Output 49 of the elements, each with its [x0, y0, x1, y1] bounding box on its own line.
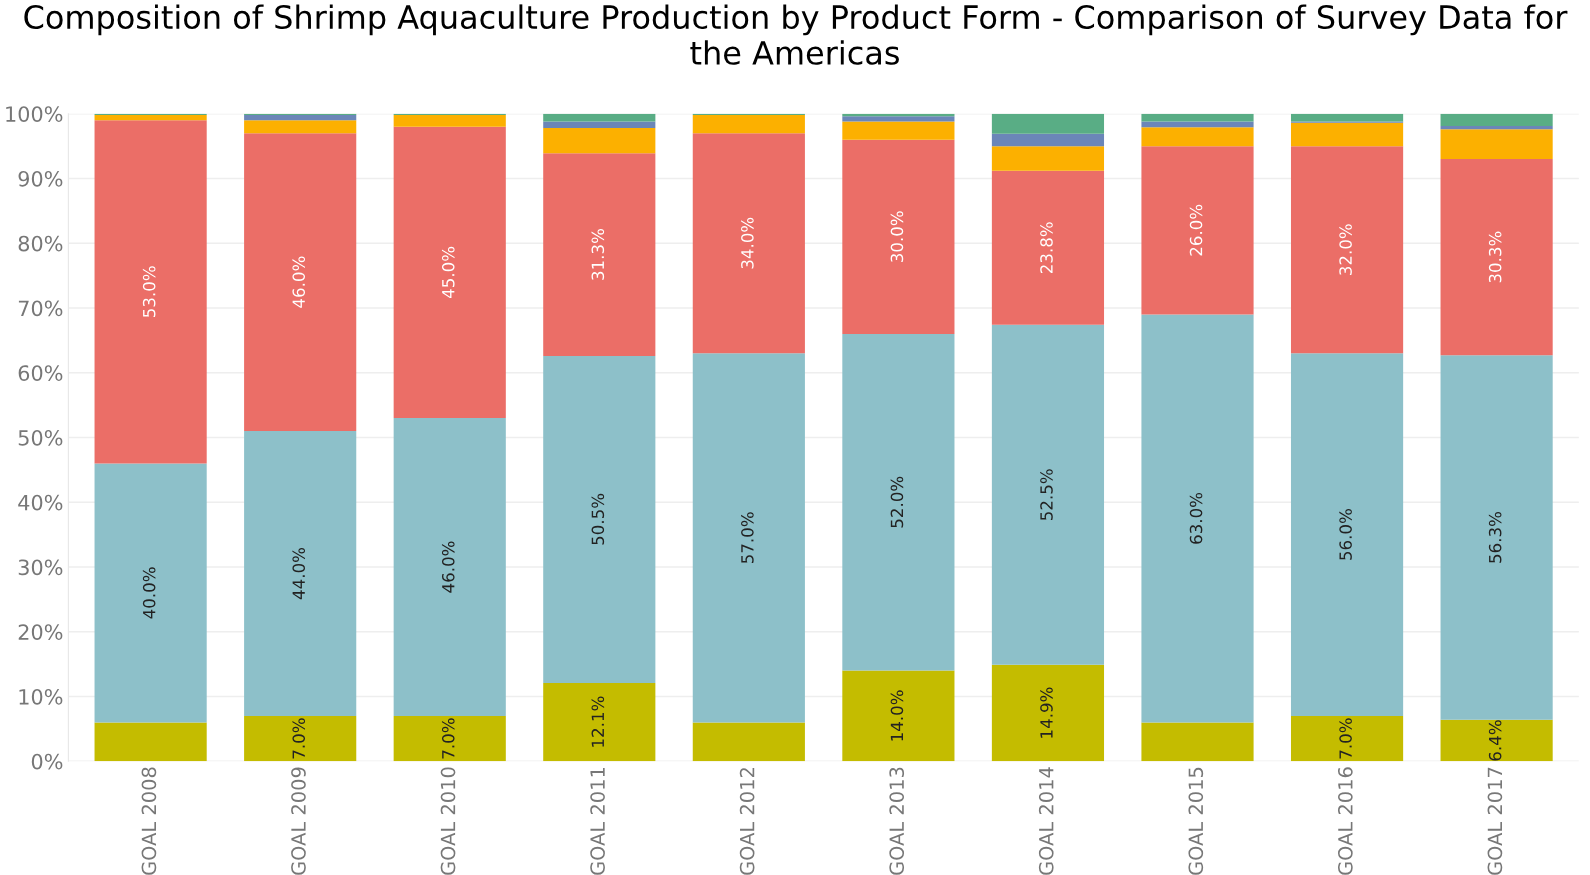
data-label: 63.0%: [1189, 492, 1203, 544]
data-label: 7.0%: [441, 718, 455, 759]
y-tick-label: 30%: [18, 559, 63, 576]
data-label: 52.0%: [890, 476, 904, 528]
x-tick-label: GOAL 2017: [1487, 767, 1503, 875]
data-label: 46.0%: [292, 256, 306, 308]
x-tick-label: GOAL 2016: [1337, 767, 1353, 875]
x-tick-label: GOAL 2008: [141, 767, 157, 875]
x-tick-label: GOAL 2015: [1188, 767, 1204, 875]
data-label: 30.0%: [890, 211, 904, 262]
x-tick-label: GOAL 2014: [1038, 767, 1054, 875]
x-tick-label: GOAL 2011: [590, 767, 605, 875]
y-tick-label: 10%: [19, 688, 63, 705]
data-label: 31.3%: [591, 229, 605, 280]
y-tick-label: 40%: [18, 494, 63, 511]
y-tick-label: 90%: [18, 170, 63, 187]
data-label: 45.0%: [441, 246, 455, 299]
x-tick-label: GOAL 2009: [291, 767, 306, 875]
data-label: 14.9%: [1040, 687, 1053, 738]
data-label: 52.5%: [1040, 469, 1053, 520]
chart-title: Composition of Shrimp Aquaculture Production by Product Form - Comparison of Survey Data for the Americas: [24, 4, 1568, 65]
y-tick-label: 50%: [18, 429, 63, 446]
x-tick-label: GOAL 2010: [440, 767, 456, 875]
y-tick-label: 20%: [18, 624, 63, 640]
y-tick-label: 70%: [18, 300, 63, 317]
data-label: 6.4%: [1488, 720, 1502, 761]
data-label: 53.0%: [142, 266, 156, 317]
data-label: 56.0%: [1339, 509, 1352, 560]
data-label: 26.0%: [1189, 204, 1203, 256]
data-label: 46.0%: [441, 541, 455, 593]
data-label: 56.3%: [1488, 511, 1502, 563]
data-label: 23.8%: [1040, 222, 1053, 274]
y-tick-label: 0%: [31, 753, 63, 770]
data-label: 57.0%: [741, 512, 754, 564]
data-label: 44.0%: [292, 547, 306, 600]
data-label: 12.1%: [591, 696, 605, 747]
y-tick-label: 80%: [18, 235, 63, 252]
y-tick-label: 100%: [6, 106, 63, 122]
data-label: 30.3%: [1488, 231, 1502, 283]
x-tick-label: GOAL 2012: [739, 768, 755, 875]
data-label: 50.5%: [591, 493, 605, 545]
y-tick-label: 60%: [18, 365, 63, 381]
data-label: 40.0%: [142, 567, 156, 619]
data-label: 34.0%: [741, 217, 754, 269]
x-tick-label: GOAL 2013: [889, 767, 905, 875]
data-label: 7.0%: [1339, 718, 1352, 759]
data-label: 7.0%: [292, 718, 306, 759]
data-label: 14.0%: [890, 690, 904, 741]
data-label: 32.0%: [1339, 224, 1352, 275]
